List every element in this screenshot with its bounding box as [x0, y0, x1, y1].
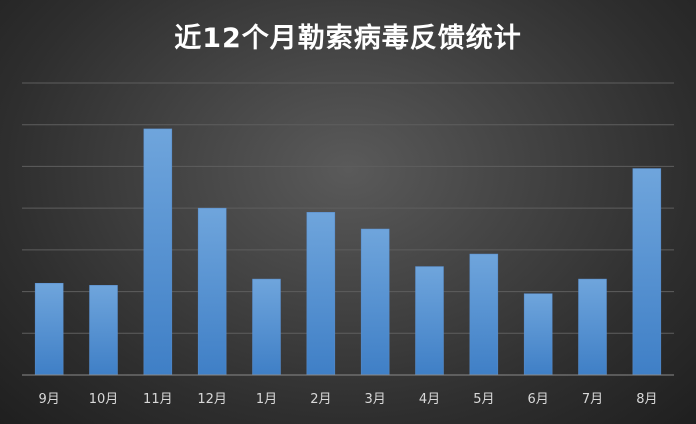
- gridlines: [22, 82, 674, 334]
- bar-2: [89, 285, 118, 376]
- x-tick-label: 11月: [143, 392, 173, 407]
- bar-4: [197, 207, 227, 376]
- x-tick-label: 1月: [256, 392, 277, 407]
- x-tick-label: 4月: [419, 392, 440, 407]
- bar-10: [523, 293, 553, 376]
- x-tick-label: 3月: [365, 392, 386, 407]
- x-tick-label: 6月: [528, 392, 549, 407]
- chart-title: 近12个月勒索病毒反馈统计: [174, 23, 522, 54]
- x-tick-label: 2月: [310, 392, 331, 407]
- x-tick-label: 5月: [473, 392, 494, 407]
- bar-12: [632, 168, 662, 376]
- bar-5: [252, 278, 281, 376]
- x-tick-label: 9月: [39, 392, 60, 407]
- x-tick-label: 12月: [197, 392, 227, 407]
- bar-7: [360, 228, 390, 376]
- bars: [34, 128, 662, 376]
- x-tick-label: 7月: [582, 392, 603, 407]
- bar-1: [34, 282, 64, 376]
- bar-3: [143, 128, 173, 376]
- x-tick-labels: 9月 10月 11月 12月 1月 2月 3月 4月 5月 6月 7月 8月: [39, 392, 658, 407]
- bar-6: [306, 212, 336, 376]
- bar-11: [578, 278, 607, 376]
- x-tick-label: 10月: [89, 392, 119, 407]
- bar-8: [415, 266, 444, 376]
- x-tick-label: 8月: [636, 392, 657, 407]
- bar-9: [469, 253, 499, 376]
